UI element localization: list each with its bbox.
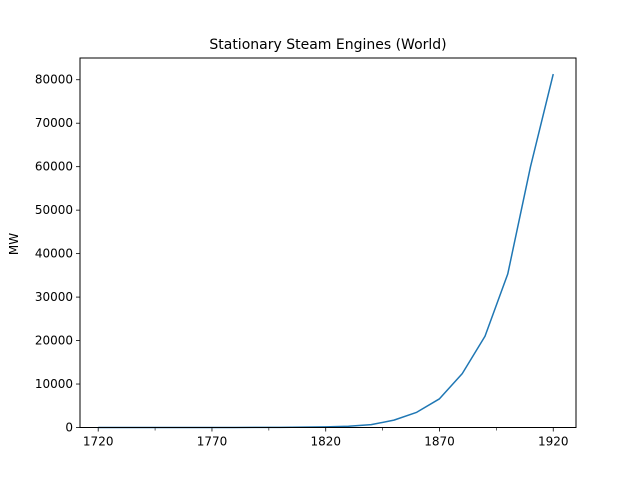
x-tick-label: 1820 (310, 435, 341, 449)
plot-frame (79, 57, 577, 428)
y-tick-label: 0 (65, 421, 73, 435)
ticks-layer: 1720 1770 1820 1870 1920 0 10000 20000 30000 4000… (35, 73, 569, 449)
series-layer (98, 73, 554, 429)
y-tick-label: 80000 (35, 73, 73, 87)
y-tick-label: 20000 (35, 334, 73, 348)
y-tick-label: 70000 (35, 116, 73, 130)
y-tick-label: 30000 (35, 290, 73, 304)
x-tick-label: 1720 (83, 435, 114, 449)
y-tick-label: 10000 (35, 377, 73, 391)
y-tick-label: 50000 (35, 203, 73, 217)
y-tick-label: 60000 (35, 160, 73, 174)
x-tick-label: 1920 (538, 435, 569, 449)
y-tick-label: 40000 (35, 247, 73, 261)
chart-title: Stationary Steam Engines (World) (209, 37, 446, 53)
y-axis-label: MW (7, 233, 21, 255)
series-line (98, 73, 554, 429)
x-tick-label: 1770 (197, 435, 228, 449)
x-tick-label: 1870 (424, 435, 455, 449)
